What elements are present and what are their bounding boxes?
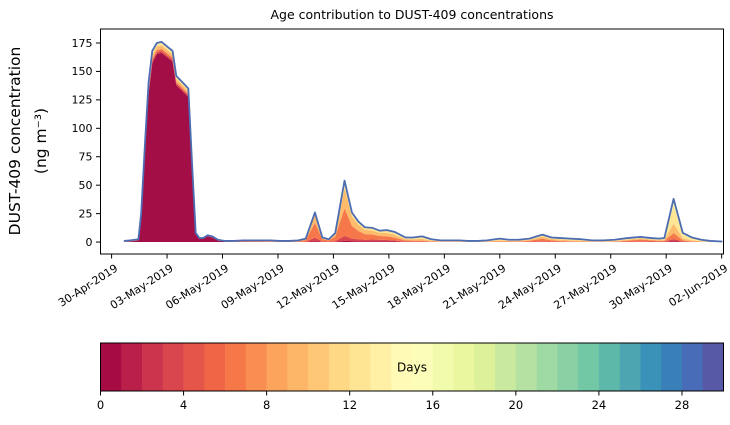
plot-frame <box>100 28 724 255</box>
age-band-area-4 <box>124 42 722 242</box>
age-band-area-2 <box>124 48 722 243</box>
chart-title: Age contribution to DUST-409 concentrati… <box>270 7 553 22</box>
age-band-area-0 <box>124 52 722 243</box>
colorbar-segment <box>661 343 683 391</box>
age-band-area-1 <box>124 50 722 243</box>
x-tick-label: 02-Jun-2019 <box>666 262 730 310</box>
colorbar-segment <box>100 343 122 391</box>
colorbar-segment <box>598 343 620 391</box>
colorbar-segment <box>245 343 267 391</box>
colorbar-segment <box>349 343 371 391</box>
colorbar-segment <box>121 343 143 391</box>
colorbar-segment <box>536 343 558 391</box>
colorbar-tick-label: 8 <box>263 398 270 412</box>
colorbar-segment <box>391 343 413 391</box>
colorbar-segment <box>515 343 537 391</box>
y-tick-label: 175 <box>72 37 93 50</box>
colorbar-segment <box>204 343 226 391</box>
colorbar-segment <box>578 343 600 391</box>
colorbar-segment <box>370 343 392 391</box>
y-tick-label: 75 <box>79 151 93 164</box>
colorbar-segment <box>495 343 517 391</box>
stacked-area-layers <box>124 41 722 243</box>
colorbar-segment <box>225 343 247 391</box>
y-axis-label-line1: DUST-409 concentration <box>6 47 24 236</box>
colorbar-segments <box>100 343 724 391</box>
colorbar-segment <box>183 343 205 391</box>
colorbar-tick-label: 28 <box>675 398 690 412</box>
y-tick-label: 25 <box>79 207 93 220</box>
colorbar-segment <box>557 343 579 391</box>
y-tick-label: 125 <box>72 94 93 107</box>
colorbar-segment <box>162 343 184 391</box>
colorbar-tick-label: 20 <box>509 398 524 412</box>
colorbar-segment <box>328 343 350 391</box>
y-tick-label: 0 <box>86 236 93 249</box>
x-axis: 30-Apr-201903-May-201906-May-201909-May-… <box>56 254 730 312</box>
colorbar-segment <box>702 343 724 391</box>
colorbar-segment <box>142 343 164 391</box>
y-tick-label: 100 <box>72 122 93 135</box>
colorbar-tick-label: 16 <box>425 398 440 412</box>
colorbar-tick-label: 0 <box>97 398 104 412</box>
y-axis-label-line2: (ng m⁻³) <box>32 108 50 174</box>
colorbar-tick-label: 12 <box>342 398 357 412</box>
colorbar-segment <box>474 343 496 391</box>
age-band-area-3 <box>124 45 722 242</box>
age-band-area-5 <box>124 41 722 242</box>
colorbar-segment <box>287 343 309 391</box>
colorbar-segment <box>266 343 288 391</box>
colorbar-segment <box>681 343 704 391</box>
colorbar-segment <box>432 343 454 391</box>
colorbar-tick-label: 4 <box>180 398 187 412</box>
colorbar-segment <box>412 343 434 391</box>
colorbar-tick-label: 24 <box>592 398 607 412</box>
colorbar-axis: 0 4 8 12 16 20 24 28 <box>97 391 689 412</box>
y-tick-label: 150 <box>72 65 93 78</box>
colorbar-segment <box>640 343 662 391</box>
colorbar-segment <box>619 343 641 391</box>
colorbar-segment <box>453 343 475 391</box>
colorbar-segment <box>308 343 330 391</box>
y-axis: 0 25 50 75 100 125 150 175 <box>72 37 101 249</box>
y-tick-label: 50 <box>79 179 93 192</box>
total-line <box>123 40 723 243</box>
colorbar-label: Days <box>397 361 427 375</box>
colorbar-frame <box>100 342 724 392</box>
